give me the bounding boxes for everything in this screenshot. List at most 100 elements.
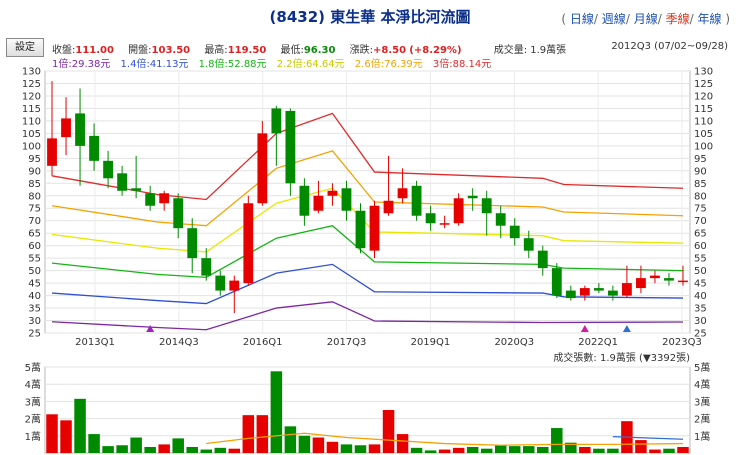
legend-band-3: 3倍:88.14元 <box>432 59 492 70</box>
band-line-6 <box>51 112 684 201</box>
volume-bar <box>396 434 409 453</box>
y-tick-label-left: 85 <box>28 179 41 190</box>
y-tick-label-left: 40 <box>28 291 41 302</box>
high-value: 119.50 <box>227 45 267 56</box>
volume-bar <box>200 449 212 453</box>
volume-bar <box>312 437 325 453</box>
candle-body <box>299 185 310 216</box>
x-tick-label: 2020Q3 <box>494 337 534 348</box>
volume-bar <box>46 414 58 453</box>
tab-yearly[interactable]: 年線 <box>697 12 722 26</box>
volume-bar <box>186 446 198 453</box>
volume-tick-right: 2萬 <box>694 413 710 426</box>
volume-bar <box>340 444 353 453</box>
y-tick-label-left: 25 <box>28 329 41 340</box>
volume-ma-line <box>206 432 683 446</box>
x-tick-label: 2016Q1 <box>243 337 283 348</box>
signal-marker <box>622 325 631 332</box>
volume-bar <box>284 426 297 453</box>
candle-body <box>509 225 520 239</box>
y-tick-label-right: 115 <box>694 104 713 115</box>
band-legend: 1倍:29.38元 1.4倍:41.13元 1.8倍:52.88元 2.2倍:6… <box>52 55 498 70</box>
y-tick-label-left: 30 <box>28 316 41 327</box>
candle-body <box>61 118 71 138</box>
change-value: +8.50 <box>373 45 407 56</box>
candle-body <box>636 278 646 289</box>
volume-bar <box>579 446 591 453</box>
candle-body <box>383 200 394 214</box>
candle-body <box>439 223 450 225</box>
y-tick-label-left: 125 <box>22 79 41 90</box>
candle-body <box>327 190 338 196</box>
volume-bar <box>677 446 689 453</box>
tab-monthly[interactable]: 月線 <box>633 12 658 26</box>
x-tick-label: 2017Q3 <box>327 337 367 348</box>
y-tick-label-right: 50 <box>694 266 707 277</box>
change-pct: (+8.29%) <box>409 45 462 56</box>
legend-band-1-8: 1.8倍:52.88元 <box>198 59 267 70</box>
y-tick-label-left: 55 <box>28 254 41 265</box>
candle-body <box>159 193 170 204</box>
y-tick-label-left: 90 <box>28 166 41 177</box>
volume-change: (▼3392張) <box>639 352 690 364</box>
y-tick-label-left: 50 <box>28 266 41 277</box>
tab-daily[interactable]: 日線 <box>569 12 594 26</box>
y-tick-label-left: 60 <box>28 241 41 252</box>
volume-bar <box>649 449 661 453</box>
tab-weekly[interactable]: 週線 <box>601 12 626 26</box>
y-tick-label-right: 30 <box>694 316 707 327</box>
signal-marker <box>580 325 589 332</box>
y-tick-label-right: 45 <box>694 279 707 290</box>
volume-bar <box>593 448 605 453</box>
volume-bar <box>452 447 465 453</box>
y-tick-label-right: 120 <box>694 91 713 102</box>
y-tick-label-right: 110 <box>694 116 713 127</box>
volume-bar <box>326 441 339 453</box>
candle-body <box>131 188 142 191</box>
candle-body <box>215 275 226 291</box>
y-tick-label-right: 90 <box>694 166 707 177</box>
candle-body <box>397 188 408 199</box>
candle-body <box>425 213 436 224</box>
low-label: 最低: <box>280 45 304 56</box>
y-tick-label-left: 70 <box>28 216 41 227</box>
volume-bar <box>74 398 86 453</box>
volume-bar <box>480 448 493 453</box>
x-tick-label: 2023Q3 <box>662 337 702 348</box>
volume-bar <box>88 434 100 453</box>
plot-area <box>44 70 691 334</box>
candle-body <box>495 213 506 226</box>
y-tick-label-right: 125 <box>694 79 713 90</box>
volume-bar <box>158 444 170 453</box>
y-tick-label-left: 100 <box>22 141 41 152</box>
y-tick-label-right: 55 <box>694 254 707 265</box>
y-tick-label-right: 25 <box>694 329 707 340</box>
settings-button[interactable]: 設定 <box>6 38 44 57</box>
volume-tick-right: 1萬 <box>694 430 710 443</box>
quote-change: 漲跌:+8.50 (+8.29%) <box>350 45 462 56</box>
volume-tick-left: 3萬 <box>25 395 41 408</box>
volume-bar <box>494 445 507 453</box>
y-tick-label-right: 75 <box>694 204 707 215</box>
candle-body <box>607 290 618 296</box>
tab-quarterly[interactable]: 季線 <box>665 12 690 26</box>
y-tick-label-left: 120 <box>22 91 41 102</box>
volume-tick-right: 3萬 <box>694 395 710 408</box>
candle-body <box>229 280 240 291</box>
volume-bar <box>270 371 283 453</box>
volume-bar <box>438 449 451 453</box>
volume-ma-line-2 <box>612 436 684 440</box>
y-tick-label-right: 100 <box>694 141 713 152</box>
low-value: 96.30 <box>303 45 336 56</box>
volume-tick-right: 4萬 <box>694 378 710 391</box>
candle-body <box>369 205 380 251</box>
candle-body <box>481 198 492 214</box>
y-tick-label-left: 75 <box>28 204 41 215</box>
quote-high: 最高:119.50 <box>204 45 266 56</box>
open-value: 103.50 <box>151 45 191 56</box>
candle-body <box>285 110 296 184</box>
y-tick-label-left: 130 <box>22 67 41 78</box>
candle-body <box>313 195 324 211</box>
open-label: 開盤: <box>128 45 152 56</box>
